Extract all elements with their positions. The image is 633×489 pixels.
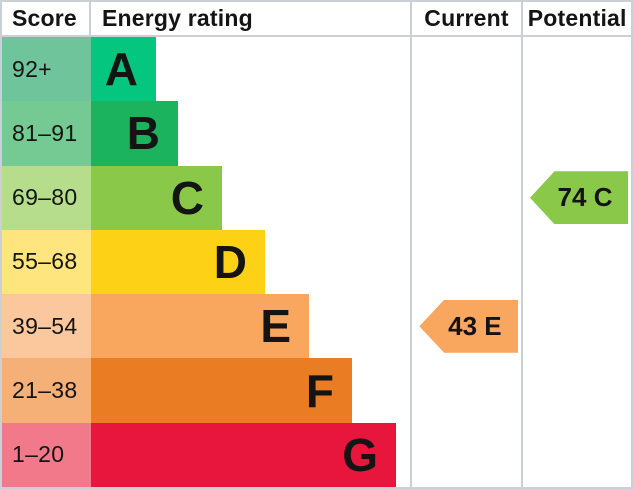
score-range: 92+ bbox=[2, 37, 91, 102]
score-range: 21–38 bbox=[2, 358, 91, 423]
potential-rating-label: 74 C bbox=[557, 182, 613, 213]
rating-row: 92+ A bbox=[2, 37, 410, 102]
table-header: Score Energy rating bbox=[2, 2, 410, 37]
score-range: 39–54 bbox=[2, 294, 91, 359]
current-column-body: 43 E bbox=[412, 37, 522, 487]
rating-bar: D bbox=[91, 229, 265, 295]
score-range: 81–91 bbox=[2, 101, 91, 166]
rating-letter: D bbox=[213, 235, 247, 288]
rating-rows: 92+ A 81–91 B 69–80 C 55–68 D 39–54 E 21… bbox=[2, 37, 410, 487]
potential-column: Potential 74 C bbox=[521, 2, 631, 487]
potential-column-header-row: Potential bbox=[523, 2, 631, 37]
rating-letter: E bbox=[260, 300, 291, 353]
rating-row: 39–54 E bbox=[2, 294, 410, 359]
current-column-header-row: Current bbox=[411, 2, 522, 37]
score-range: 69–80 bbox=[2, 165, 91, 230]
rating-bar: A bbox=[91, 37, 156, 102]
rating-bar: F bbox=[91, 358, 352, 423]
current-column: Current 43 E bbox=[409, 2, 522, 487]
current-rating-arrow: 43 E bbox=[419, 299, 519, 353]
energy-rating-column-header: Energy rating bbox=[102, 5, 253, 31]
score-range: 1–20 bbox=[2, 422, 91, 487]
rating-letter: B bbox=[126, 107, 160, 160]
rating-bar: B bbox=[91, 101, 178, 166]
potential-column-header: Potential bbox=[527, 5, 627, 31]
rating-row: 1–20 G bbox=[2, 422, 410, 487]
rating-row: 81–91 B bbox=[2, 101, 410, 166]
rating-letter: A bbox=[104, 43, 138, 96]
score-range: 55–68 bbox=[2, 229, 91, 295]
rating-bar: E bbox=[91, 294, 309, 359]
current-rating-label: 43 E bbox=[448, 310, 502, 341]
potential-rating-arrow: 74 C bbox=[530, 171, 629, 225]
rating-letter: F bbox=[305, 364, 334, 417]
rating-row: 69–80 C bbox=[2, 165, 410, 230]
rating-bar: C bbox=[91, 165, 222, 230]
rating-letter: C bbox=[170, 171, 204, 224]
rating-row: 21–38 F bbox=[2, 358, 410, 423]
rating-table: Score Energy rating 92+ A 81–91 B 69–80 … bbox=[2, 2, 410, 487]
rating-bar: G bbox=[91, 422, 396, 487]
rating-letter: G bbox=[342, 428, 378, 481]
potential-column-body: 74 C bbox=[523, 37, 631, 487]
rating-row: 55–68 D bbox=[2, 229, 410, 295]
current-column-header: Current bbox=[424, 5, 509, 31]
score-column-header: Score bbox=[2, 2, 91, 35]
